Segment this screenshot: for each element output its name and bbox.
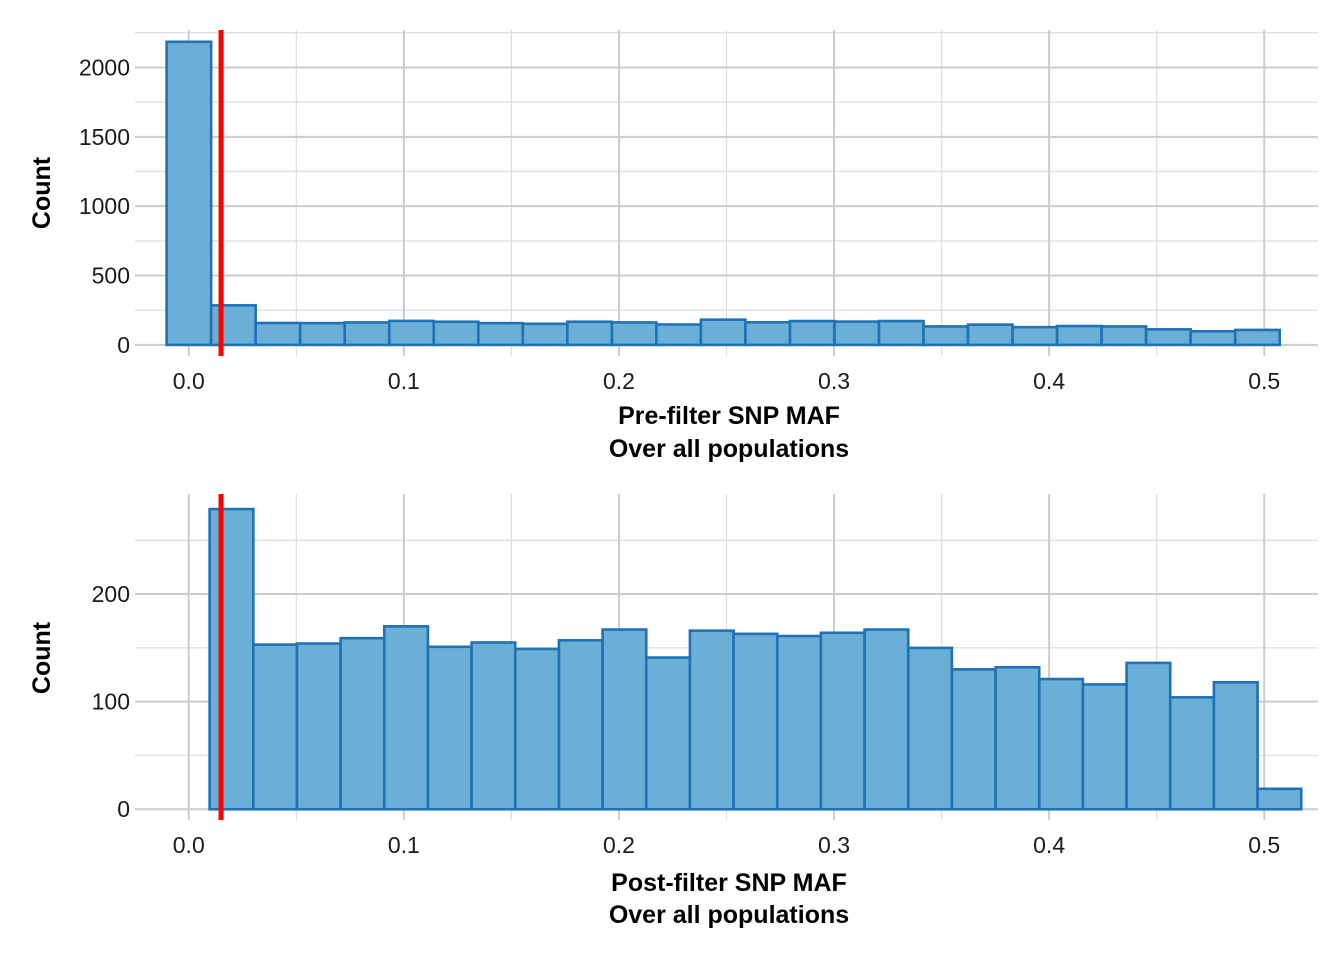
- pre-filter-histogram-bar: [254, 321, 302, 347]
- post-filter-bars: [208, 507, 1303, 811]
- post-filter-histogram-bar: [775, 634, 823, 811]
- pre-filter-histogram-bar: [833, 320, 881, 347]
- pre-filter-histogram-bar: [1144, 328, 1192, 347]
- post-filter-histogram-bar: [688, 629, 735, 811]
- pre-filter-histogram-bar: [966, 323, 1014, 347]
- post-filter-histogram-bar: [1256, 787, 1303, 811]
- pre-filter-histogram-bar: [387, 319, 436, 347]
- pre-filter-y-tick-label: 1500: [79, 124, 130, 150]
- post-filter-y-tick-label: 200: [92, 581, 130, 607]
- pre-filter-histogram-bar: [521, 322, 569, 347]
- pre-filter-histogram-bar: [209, 304, 257, 347]
- pre-filter-histogram-bar: [476, 321, 525, 347]
- pre-filter-x-axis-subtitle: Over all populations: [609, 435, 849, 463]
- pre-filter-histogram-panel: 0 500 1000 1500 2000 0.0 0.1 0.2 0.3 0.4 0.5 Coun…: [28, 30, 1318, 463]
- post-filter-histogram-bar: [644, 656, 692, 811]
- pre-filter-x-tick-label: 0.0: [173, 368, 205, 394]
- post-filter-x-tick-label: 0.2: [603, 832, 635, 858]
- post-filter-histogram-bar: [557, 639, 604, 811]
- post-filter-y-tick-label: 100: [92, 689, 130, 715]
- pre-filter-y-tick-label: 2000: [79, 54, 130, 80]
- pre-filter-histogram-bar: [298, 321, 347, 347]
- pre-filter-histogram-bar: [566, 320, 614, 347]
- post-filter-histogram-bar: [382, 625, 430, 811]
- pre-filter-y-axis-title: Count: [28, 156, 56, 229]
- post-filter-histogram-bar: [994, 665, 1041, 811]
- pre-filter-histogram-bar: [1100, 325, 1148, 347]
- post-filter-histogram-bar: [732, 632, 779, 811]
- pre-filter-y-tick-label: 0: [117, 332, 130, 358]
- post-filter-x-tick-label: 0.0: [173, 832, 205, 858]
- post-filter-x-tick-label: 0.5: [1248, 832, 1280, 858]
- post-filter-histogram-bar: [208, 507, 255, 811]
- post-filter-histogram-panel: 0 100 200 0.0 0.1 0.2 0.3 0.4 0.5 Count Post-fi…: [28, 494, 1318, 929]
- pre-filter-histogram-bar: [165, 40, 213, 347]
- pre-filter-histogram-bar: [922, 325, 970, 347]
- post-filter-x-ticks: 0.0 0.1 0.2 0.3 0.4 0.5: [173, 832, 1280, 858]
- post-filter-x-axis-subtitle: Over all populations: [609, 901, 849, 929]
- pre-filter-histogram-bar: [1011, 325, 1059, 347]
- pre-filter-x-tick-label: 0.5: [1248, 368, 1280, 394]
- pre-filter-histogram-bar: [432, 320, 480, 347]
- post-filter-y-tick-label: 0: [117, 796, 130, 822]
- post-filter-histogram-bar: [1212, 680, 1259, 811]
- post-filter-histogram-bar: [1081, 683, 1128, 811]
- post-filter-histogram-bar: [1125, 661, 1172, 811]
- pre-filter-y-ticks: 0 500 1000 1500 2000: [79, 54, 130, 357]
- pre-filter-histogram-bar: [610, 321, 658, 347]
- pre-filter-histogram-bar: [1189, 330, 1237, 347]
- pre-filter-histogram-bar: [744, 320, 792, 347]
- post-filter-histogram-bar: [950, 668, 997, 811]
- pre-filter-grid: [135, 30, 1318, 356]
- post-filter-histogram-bar: [426, 645, 473, 811]
- pre-filter-x-ticks: 0.0 0.1 0.2 0.3 0.4 0.5: [173, 368, 1280, 394]
- post-filter-histogram-bar: [513, 647, 561, 811]
- pre-filter-histogram-bar: [1055, 324, 1103, 347]
- pre-filter-histogram-bar: [699, 318, 747, 347]
- pre-filter-x-tick-label: 0.4: [1033, 368, 1065, 394]
- pre-filter-x-axis-title: Pre-filter SNP MAF: [618, 402, 840, 430]
- post-filter-histogram-bar: [819, 631, 866, 811]
- pre-filter-histogram-bar: [788, 319, 836, 347]
- post-filter-x-tick-label: 0.1: [388, 832, 420, 858]
- pre-filter-histogram-bar: [1233, 328, 1282, 347]
- post-filter-histogram-bar: [906, 646, 954, 811]
- post-filter-y-axis-title: Count: [28, 621, 56, 694]
- pre-filter-x-tick-label: 0.3: [818, 368, 850, 394]
- pre-filter-x-tick-label: 0.2: [603, 368, 635, 394]
- post-filter-histogram-bar: [1037, 677, 1085, 811]
- pre-filter-x-tick-label: 0.1: [388, 368, 420, 394]
- pre-filter-bars: [165, 40, 1282, 347]
- post-filter-histogram-bar: [863, 628, 910, 811]
- post-filter-x-tick-label: 0.3: [818, 832, 850, 858]
- post-filter-x-tick-label: 0.4: [1033, 832, 1065, 858]
- post-filter-y-ticks: 0 100 200: [92, 581, 130, 822]
- post-filter-histogram-bar: [339, 636, 386, 811]
- post-filter-histogram-bar: [470, 641, 517, 811]
- pre-filter-histogram-bar: [655, 323, 703, 347]
- post-filter-histogram-bar: [295, 642, 342, 811]
- post-filter-histogram-bar: [601, 628, 648, 811]
- pre-filter-histogram-bar: [343, 321, 391, 347]
- pre-filter-histogram-bar: [877, 319, 925, 347]
- pre-filter-y-tick-label: 1000: [79, 193, 130, 219]
- pre-filter-y-tick-label: 500: [92, 263, 130, 289]
- post-filter-histogram-bar: [252, 643, 299, 811]
- post-filter-x-axis-title: Post-filter SNP MAF: [611, 869, 847, 897]
- post-filter-histogram-bar: [1168, 696, 1216, 811]
